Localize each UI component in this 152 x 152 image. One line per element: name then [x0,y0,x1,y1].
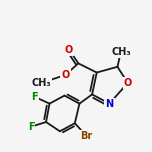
Text: O: O [62,70,70,80]
Text: F: F [28,122,34,132]
Text: O: O [124,78,132,88]
Text: CH₃: CH₃ [32,78,51,88]
Text: CH₃: CH₃ [111,47,131,57]
Text: N: N [105,99,113,109]
Text: O: O [65,45,73,55]
Text: Br: Br [80,131,92,141]
Text: F: F [31,92,38,102]
